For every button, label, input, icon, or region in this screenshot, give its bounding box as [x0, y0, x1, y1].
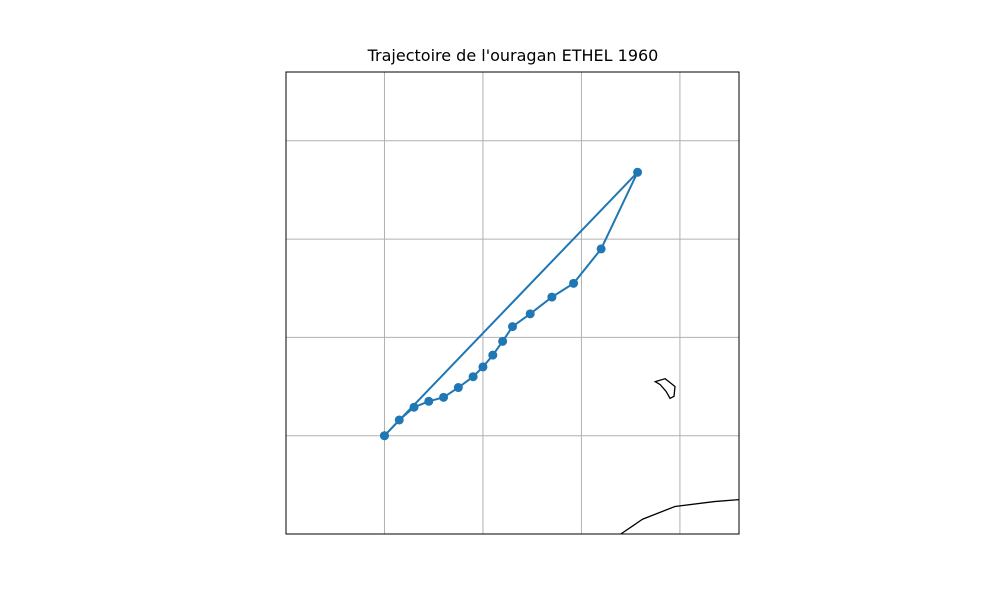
hurricane-track: [379, 167, 643, 441]
track-point: [633, 167, 643, 177]
track-point: [394, 415, 404, 425]
track-point: [488, 350, 498, 360]
track-point: [478, 362, 488, 372]
coastlines: [620, 377, 740, 535]
track-point: [569, 278, 579, 288]
gridlines: [286, 72, 739, 534]
track-point: [508, 322, 517, 332]
track-point: [409, 402, 419, 412]
track-point: [379, 431, 389, 441]
track-point: [439, 392, 449, 402]
track-point: [424, 396, 434, 406]
track-point: [453, 383, 463, 393]
map-frame: [285, 71, 740, 535]
coastline-bottom-right: [620, 498, 740, 535]
track-point: [596, 244, 606, 254]
island-right: [653, 377, 676, 400]
track-point: [498, 336, 508, 346]
map-title: Trajectoire de l'ouragan ETHEL 1960: [367, 46, 659, 65]
track-point: [525, 309, 535, 319]
track-point: [468, 372, 478, 382]
track-point: [547, 292, 557, 302]
